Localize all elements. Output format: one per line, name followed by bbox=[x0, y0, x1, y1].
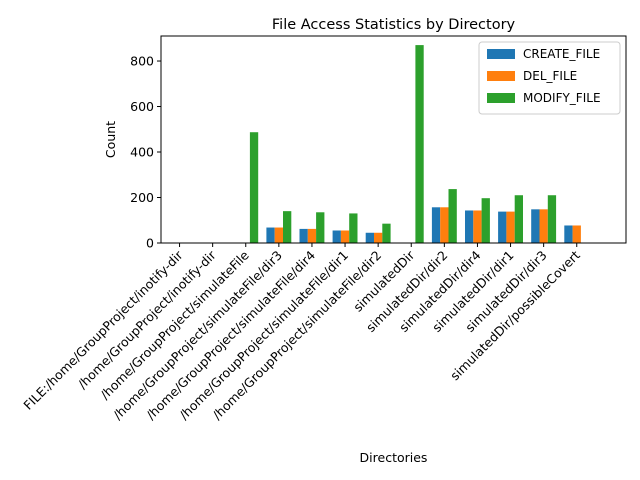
y-axis-label: Count bbox=[103, 121, 118, 158]
bar-create-file-12 bbox=[564, 225, 573, 243]
bar-create-file-6 bbox=[365, 232, 374, 243]
bar-del-file-6 bbox=[374, 232, 383, 243]
y-tick-label-400: 400 bbox=[130, 145, 154, 160]
bar-create-file-4 bbox=[299, 228, 308, 243]
legend-swatch-del-file bbox=[487, 71, 515, 81]
bar-del-file-3 bbox=[274, 227, 283, 243]
bar-modify-file-11 bbox=[547, 195, 557, 243]
y-tick-label-200: 200 bbox=[130, 190, 154, 205]
bar-create-file-9 bbox=[465, 210, 474, 243]
y-axis: 0 200 400 600 800 bbox=[130, 54, 161, 251]
bar-create-file-8 bbox=[431, 207, 441, 243]
chart-title: File Access Statistics by Directory bbox=[272, 17, 516, 33]
legend-swatch-modify-file bbox=[487, 93, 515, 103]
bar-del-file-12 bbox=[572, 225, 581, 243]
legend-swatch-create-file bbox=[487, 49, 515, 59]
legend: CREATE_FILE DEL_FILE MODIFY_FILE bbox=[478, 41, 621, 115]
bars-layer bbox=[249, 45, 581, 243]
bar-modify-file-10 bbox=[514, 195, 523, 243]
bar-del-file-9 bbox=[473, 210, 482, 243]
bar-del-file-5 bbox=[340, 230, 350, 243]
legend-label-create-file: CREATE_FILE bbox=[523, 47, 600, 61]
bar-modify-file-4 bbox=[316, 212, 325, 243]
bar-modify-file-8 bbox=[448, 189, 457, 243]
bar-modify-file-2 bbox=[249, 132, 259, 243]
bar-del-file-11 bbox=[539, 209, 548, 243]
y-tick-label-600: 600 bbox=[130, 99, 154, 114]
bar-del-file-8 bbox=[440, 207, 449, 243]
bar-del-file-4 bbox=[307, 228, 317, 243]
y-tick-label-800: 800 bbox=[130, 54, 154, 69]
bar-create-file-10 bbox=[498, 211, 507, 243]
legend-label-modify-file: MODIFY_FILE bbox=[523, 91, 601, 105]
bar-modify-file-9 bbox=[481, 198, 490, 243]
bar-modify-file-7 bbox=[415, 45, 424, 243]
bar-create-file-5 bbox=[332, 230, 341, 243]
bar-del-file-10 bbox=[506, 211, 515, 243]
legend-label-del-file: DEL_FILE bbox=[523, 69, 577, 83]
bar-create-file-11 bbox=[531, 209, 540, 243]
plot-frame bbox=[160, 35, 627, 244]
bar-modify-file-6 bbox=[382, 223, 391, 243]
bar-modify-file-5 bbox=[349, 213, 358, 243]
bar-modify-file-3 bbox=[283, 211, 292, 243]
x-axis-label: Directories bbox=[360, 450, 428, 465]
bar-create-file-3 bbox=[266, 227, 275, 243]
y-tick-label-0: 0 bbox=[146, 236, 154, 251]
